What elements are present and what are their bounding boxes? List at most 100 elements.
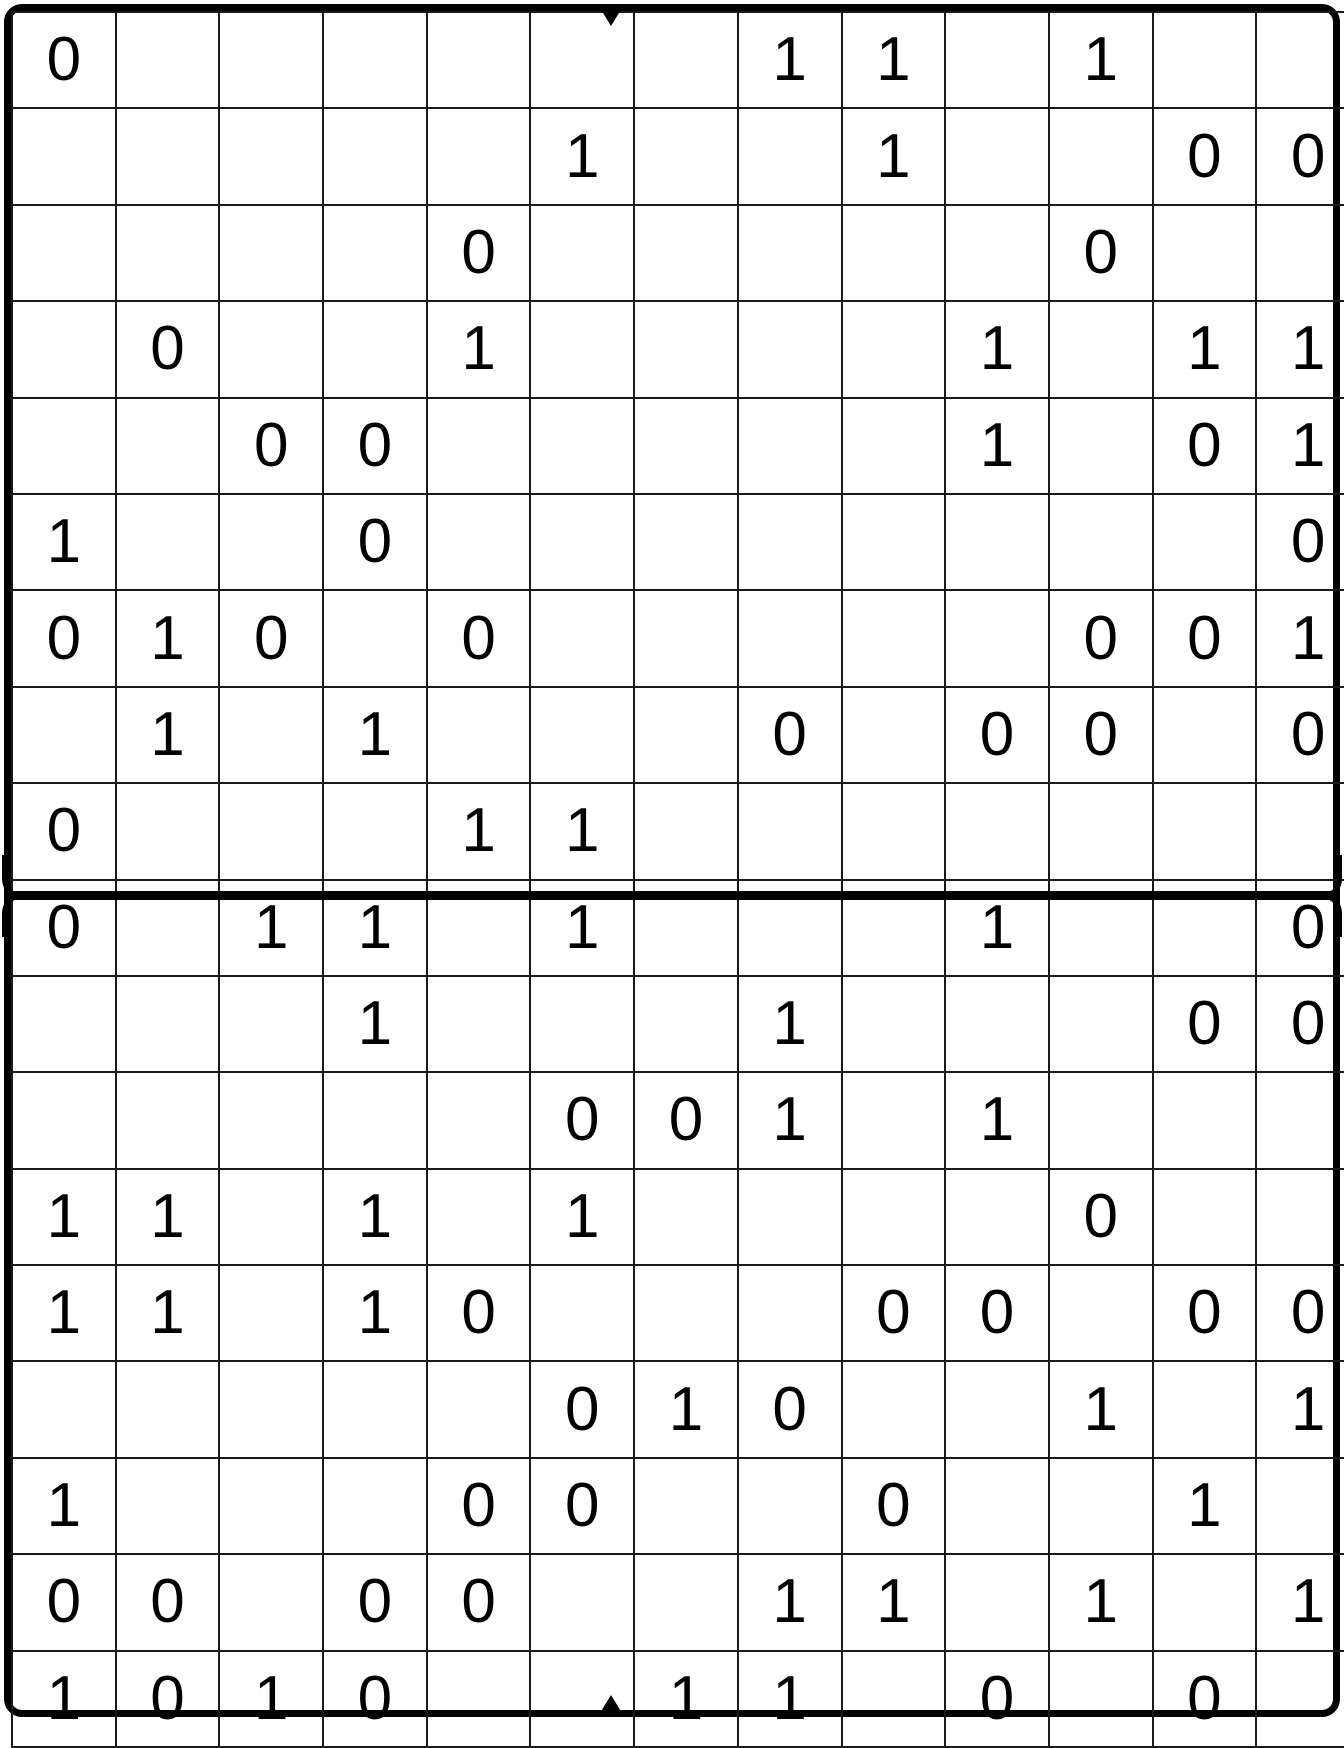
grid-cell[interactable]: 1	[736, 10, 843, 110]
grid-cell[interactable]	[633, 589, 739, 688]
grid-cell[interactable]: 1	[736, 1553, 843, 1652]
grid-cell[interactable]	[840, 492, 947, 592]
grid-cell[interactable]	[322, 1071, 428, 1170]
grid-cell[interactable]: 0	[1047, 685, 1154, 785]
grid-cell[interactable]	[944, 1360, 1050, 1459]
grid-cell[interactable]	[529, 300, 636, 399]
grid-cell[interactable]	[529, 589, 636, 688]
grid-cell[interactable]	[1255, 1456, 1344, 1556]
grid-cell[interactable]	[11, 1071, 117, 1170]
grid-cell[interactable]: 1	[840, 1553, 947, 1652]
grid-cell[interactable]	[425, 1167, 532, 1267]
grid-cell[interactable]: 1	[736, 1071, 843, 1170]
grid-cell[interactable]	[944, 1553, 1050, 1652]
grid-cell[interactable]	[11, 685, 117, 785]
grid-cell[interactable]: 1	[1255, 396, 1344, 495]
grid-cell[interactable]	[1047, 300, 1154, 399]
grid-cell[interactable]	[1151, 1553, 1258, 1652]
grid-cell[interactable]	[633, 1264, 739, 1363]
grid-cell[interactable]	[840, 1167, 947, 1267]
grid-cell[interactable]: 1	[1255, 1360, 1344, 1459]
grid-cell[interactable]: 0	[218, 589, 325, 688]
grid-cell[interactable]	[1151, 1167, 1258, 1267]
grid-cell[interactable]: 1	[322, 685, 428, 785]
grid-cell[interactable]	[11, 974, 117, 1074]
grid-cell[interactable]	[425, 492, 532, 592]
grid-cell[interactable]	[114, 1071, 221, 1170]
grid-cell[interactable]	[218, 107, 325, 206]
grid-cell[interactable]	[218, 685, 325, 785]
grid-cell[interactable]	[114, 1360, 221, 1459]
grid-cell[interactable]: 1	[633, 1649, 739, 1748]
grid-cell[interactable]: 1	[218, 1649, 325, 1748]
grid-cell[interactable]: 1	[425, 782, 532, 881]
grid-cell[interactable]	[322, 203, 428, 303]
grid-cell[interactable]	[114, 107, 221, 206]
grid-cell[interactable]	[1151, 10, 1258, 110]
grid-cell[interactable]: 1	[11, 1456, 117, 1556]
grid-cell[interactable]	[736, 782, 843, 881]
grid-cell[interactable]	[736, 107, 843, 206]
grid-cell[interactable]	[944, 589, 1050, 688]
grid-cell[interactable]	[322, 1360, 428, 1459]
grid-cell[interactable]	[840, 1360, 947, 1459]
grid-cell[interactable]	[633, 782, 739, 881]
grid-cell[interactable]	[425, 396, 532, 495]
grid-cell[interactable]: 1	[11, 1167, 117, 1267]
grid-cell[interactable]	[1151, 685, 1258, 785]
grid-cell[interactable]: 0	[114, 300, 221, 399]
grid-cell[interactable]	[322, 589, 428, 688]
grid-cell[interactable]	[1255, 203, 1344, 303]
grid-cell[interactable]: 0	[1255, 878, 1344, 977]
grid-cell[interactable]: 0	[529, 1071, 636, 1170]
grid-cell[interactable]	[736, 203, 843, 303]
grid-cell[interactable]	[840, 1071, 947, 1170]
grid-cell[interactable]	[840, 300, 947, 399]
grid-cell[interactable]	[1151, 203, 1258, 303]
grid-cell[interactable]: 0	[944, 685, 1050, 785]
grid-cell[interactable]	[322, 107, 428, 206]
grid-cell[interactable]	[1047, 492, 1154, 592]
grid-cell[interactable]	[322, 782, 428, 881]
grid-cell[interactable]: 1	[944, 878, 1050, 977]
grid-cell[interactable]: 1	[322, 1264, 428, 1363]
grid-cell[interactable]: 0	[633, 1071, 739, 1170]
grid-cell[interactable]: 0	[322, 492, 428, 592]
grid-cell[interactable]	[1047, 1071, 1154, 1170]
grid-cell[interactable]	[736, 878, 843, 977]
grid-cell[interactable]	[11, 203, 117, 303]
grid-cell[interactable]: 0	[11, 10, 117, 110]
grid-cell[interactable]: 1	[322, 1167, 428, 1267]
grid-cell[interactable]: 0	[1047, 1167, 1154, 1267]
grid-cell[interactable]: 0	[1151, 589, 1258, 688]
grid-cell[interactable]	[425, 974, 532, 1074]
grid-cell[interactable]: 1	[11, 492, 117, 592]
grid-cell[interactable]: 0	[1255, 107, 1344, 206]
grid-cell[interactable]	[425, 878, 532, 977]
grid-cell[interactable]	[1255, 1649, 1344, 1748]
grid-cell[interactable]	[218, 1071, 325, 1170]
grid-cell[interactable]	[218, 974, 325, 1074]
grid-cell[interactable]: 1	[633, 1360, 739, 1459]
grid-cell[interactable]: 0	[529, 1360, 636, 1459]
grid-cell[interactable]	[114, 878, 221, 977]
grid-cell[interactable]: 1	[529, 1167, 636, 1267]
grid-cell[interactable]	[1047, 878, 1154, 977]
grid-cell[interactable]: 0	[425, 203, 532, 303]
grid-cell[interactable]	[218, 1553, 325, 1652]
grid-cell[interactable]	[944, 203, 1050, 303]
grid-cell[interactable]	[736, 492, 843, 592]
grid-cell[interactable]: 1	[736, 1649, 843, 1748]
grid-cell[interactable]	[1151, 782, 1258, 881]
grid-cell[interactable]: 1	[840, 107, 947, 206]
grid-cell[interactable]: 1	[529, 878, 636, 977]
grid-cell[interactable]: 0	[114, 1649, 221, 1748]
grid-cell[interactable]: 0	[322, 396, 428, 495]
grid-cell[interactable]	[1255, 1071, 1344, 1170]
grid-cell[interactable]	[529, 685, 636, 785]
grid-cell[interactable]: 1	[114, 589, 221, 688]
grid-cell[interactable]: 0	[11, 782, 117, 881]
grid-cell[interactable]: 0	[1255, 492, 1344, 592]
grid-cell[interactable]	[1047, 1264, 1154, 1363]
grid-cell[interactable]	[218, 492, 325, 592]
